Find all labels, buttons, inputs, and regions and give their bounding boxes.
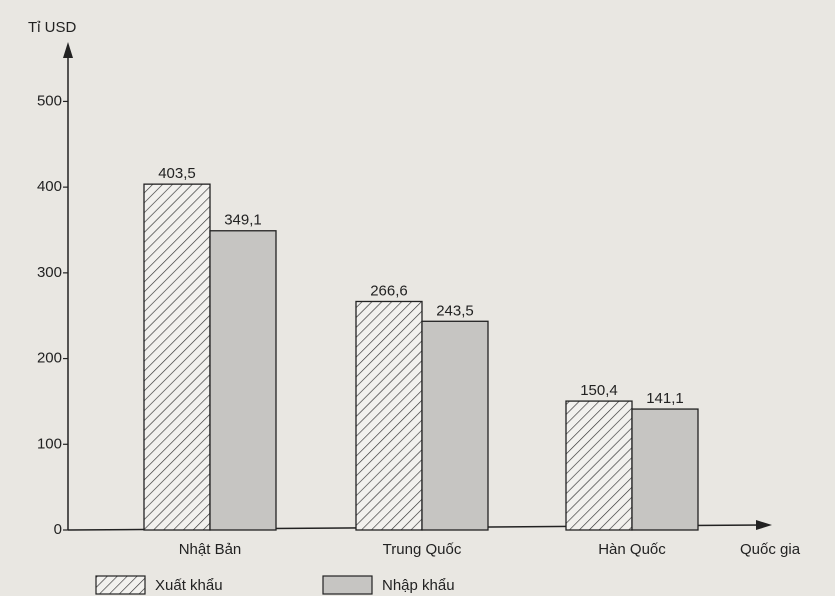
y-tick-label: 400: [37, 178, 62, 195]
bar: [421, 320, 489, 531]
data-label: 150,4: [580, 382, 618, 399]
x-tick-label: Nhật Bản: [179, 541, 242, 558]
y-tick-label: 500: [37, 92, 62, 109]
bar: [209, 230, 277, 531]
y-tick-label: 300: [37, 264, 62, 281]
y-tick-label: 200: [37, 350, 62, 367]
data-label: 403,5: [158, 165, 196, 182]
data-label: 349,1: [224, 212, 262, 229]
data-label: 266,6: [370, 282, 408, 299]
y-tick-label: 100: [37, 435, 62, 452]
y-tick-label: 0: [54, 521, 62, 538]
y-axis-arrow: [63, 42, 73, 58]
x-axis-label: Quốc gia: [740, 541, 801, 558]
data-label: 141,1: [646, 390, 684, 407]
data-label: 243,5: [436, 302, 474, 319]
bar: [565, 400, 633, 531]
bar: [143, 183, 211, 531]
x-tick-label: Hàn Quốc: [598, 541, 666, 558]
legend-swatch: [322, 575, 373, 595]
bar: [355, 300, 423, 531]
legend-swatch: [95, 575, 146, 595]
legend-label: Xuất khẩu: [155, 577, 223, 594]
x-axis-arrow: [756, 520, 772, 530]
x-tick-label: Trung Quốc: [383, 541, 462, 558]
legend-label: Nhập khẩu: [382, 577, 455, 594]
bar: [631, 408, 699, 531]
y-axis-label: Tỉ USD: [28, 19, 77, 36]
